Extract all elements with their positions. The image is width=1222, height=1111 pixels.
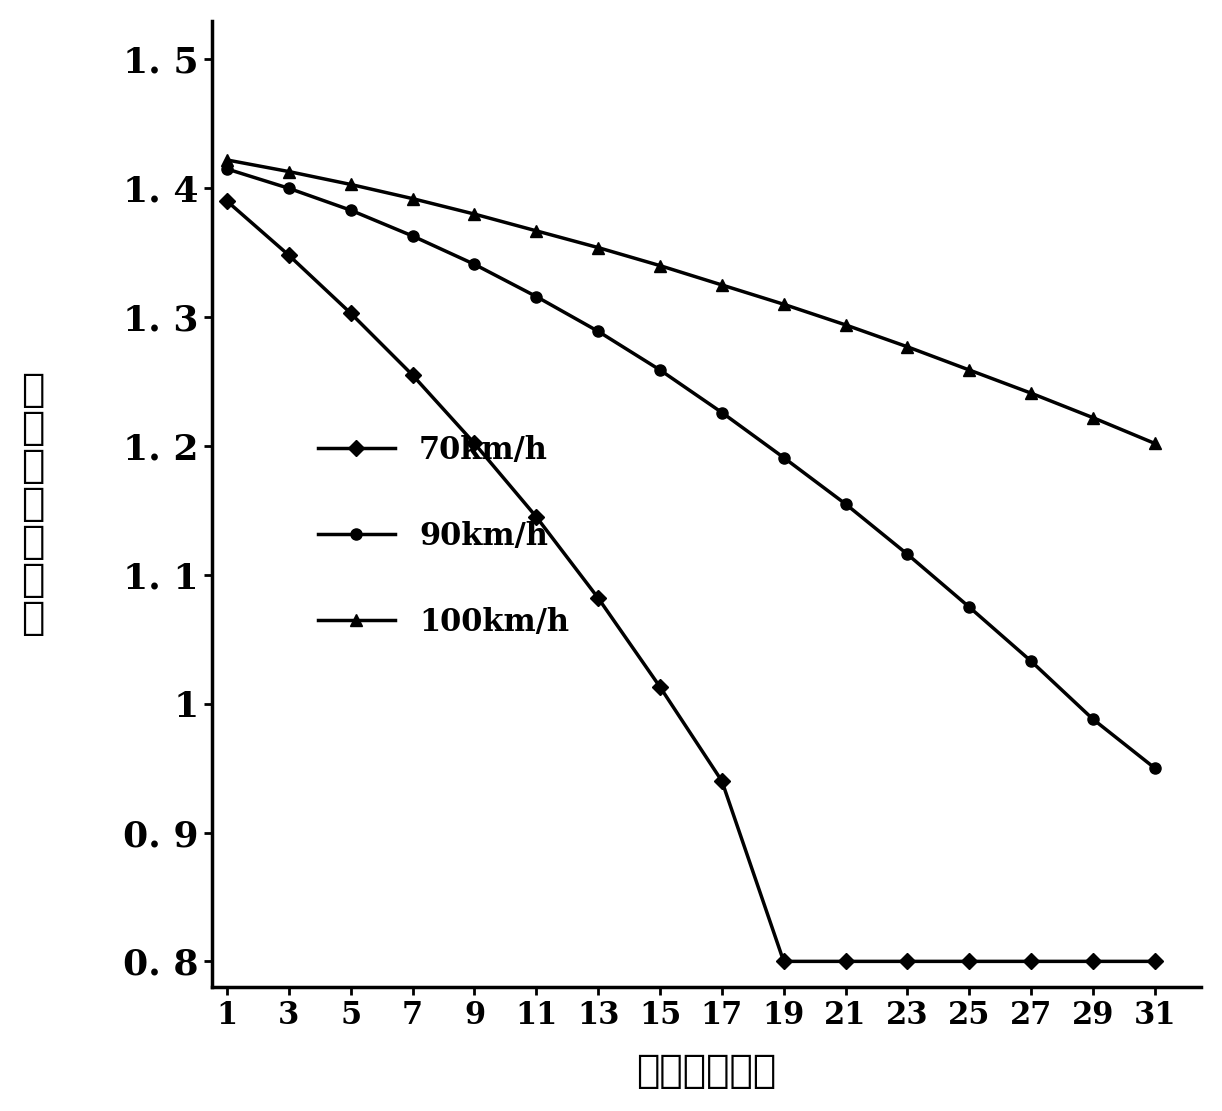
70km/h — [406, 369, 420, 382]
90km/h — [281, 182, 296, 196]
70km/h — [1085, 954, 1100, 968]
100km/h — [343, 178, 358, 191]
100km/h — [590, 241, 605, 254]
100km/h — [776, 298, 791, 311]
Line: 90km/h: 90km/h — [221, 163, 1161, 773]
90km/h — [838, 498, 853, 511]
100km/h — [715, 278, 730, 291]
100km/h — [529, 224, 544, 238]
100km/h — [406, 192, 420, 206]
100km/h — [220, 153, 235, 167]
70km/h — [776, 954, 791, 968]
90km/h — [406, 229, 420, 242]
70km/h — [653, 680, 667, 693]
90km/h — [1024, 654, 1039, 668]
100km/h — [467, 208, 481, 221]
70km/h — [529, 510, 544, 523]
90km/h — [653, 363, 667, 377]
70km/h — [467, 437, 481, 450]
70km/h — [901, 954, 915, 968]
70km/h — [220, 194, 235, 208]
100km/h — [653, 259, 667, 272]
100km/h — [901, 340, 915, 353]
70km/h — [962, 954, 976, 968]
100km/h — [838, 318, 853, 331]
70km/h — [838, 954, 853, 968]
70km/h — [1147, 954, 1162, 968]
90km/h — [220, 162, 235, 176]
Legend: 70km/h, 90km/h, 100km/h: 70km/h, 90km/h, 100km/h — [306, 422, 582, 650]
90km/h — [1085, 712, 1100, 725]
90km/h — [776, 451, 791, 464]
90km/h — [467, 258, 481, 271]
Line: 100km/h: 100km/h — [221, 154, 1161, 449]
Y-axis label: 行
程
时
间
可
靠
性: 行 程 时 间 可 靠 性 — [21, 371, 44, 637]
100km/h — [1085, 411, 1100, 424]
90km/h — [962, 600, 976, 613]
90km/h — [1147, 761, 1162, 774]
90km/h — [529, 290, 544, 303]
100km/h — [1147, 437, 1162, 450]
90km/h — [343, 203, 358, 217]
100km/h — [1024, 387, 1039, 400]
Line: 70km/h: 70km/h — [221, 196, 1161, 967]
70km/h — [343, 307, 358, 320]
90km/h — [901, 548, 915, 561]
90km/h — [715, 406, 730, 419]
100km/h — [962, 363, 976, 377]
70km/h — [281, 249, 296, 262]
70km/h — [590, 591, 605, 604]
70km/h — [715, 774, 730, 788]
90km/h — [590, 324, 605, 338]
X-axis label: 低速道路条数: 低速道路条数 — [637, 1052, 776, 1090]
100km/h — [281, 164, 296, 178]
70km/h — [1024, 954, 1039, 968]
